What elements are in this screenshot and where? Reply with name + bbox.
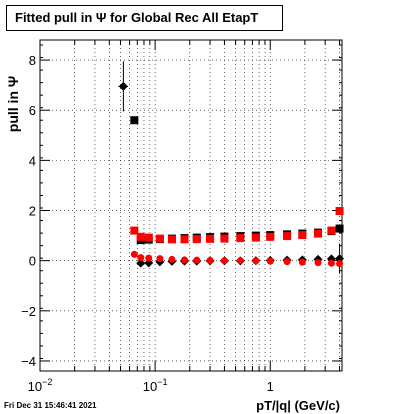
data-point (155, 234, 164, 243)
data-point (130, 116, 139, 125)
y-axis-label: pull in Ψ (5, 76, 21, 132)
timestamp: Fri Dec 31 15:46:41 2021 (4, 401, 97, 410)
data-point (168, 255, 176, 263)
y-tick-label: 0 (29, 254, 36, 269)
data-point (236, 234, 245, 243)
data-point (193, 256, 201, 264)
data-point (136, 258, 146, 268)
x-tick-label: 1 (267, 379, 274, 394)
x-axis-label: pT/|q| (GeV/c) (256, 398, 340, 413)
data-point (206, 234, 215, 243)
y-tick-label: −4 (21, 354, 36, 369)
plot-frame (39, 39, 343, 372)
data-point (181, 256, 189, 264)
data-point (251, 233, 260, 242)
data-point (252, 257, 260, 265)
data-point (335, 207, 344, 216)
data-point (236, 257, 244, 265)
data-points (118, 61, 345, 274)
data-point (130, 226, 139, 235)
y-tick-label: 2 (29, 204, 36, 219)
data-point (156, 255, 164, 263)
data-point (192, 235, 201, 244)
data-point (298, 231, 307, 240)
tick-labels: −4 −2 0 2 4 6 8 10−2 10−1 1 (21, 53, 274, 394)
data-point (180, 235, 189, 244)
data-point (136, 232, 145, 241)
data-point (167, 235, 176, 244)
data-point (130, 250, 138, 258)
data-point (314, 259, 322, 267)
x-tick-label: 10−2 (28, 377, 53, 394)
y-tick-label: 4 (29, 153, 36, 168)
data-point (266, 257, 274, 265)
y-tick-label: 8 (29, 53, 36, 68)
data-point (266, 232, 275, 241)
data-point (145, 254, 153, 262)
chart-title: Fitted pull in Ψ for Global Rec All Etap… (6, 5, 283, 31)
data-point (206, 256, 214, 264)
data-point (335, 254, 345, 264)
data-point (283, 258, 291, 266)
data-point (298, 258, 306, 266)
data-point (118, 81, 128, 91)
data-point (327, 226, 336, 235)
data-point (137, 254, 145, 262)
y-tick-label: −2 (21, 304, 36, 319)
data-point (314, 229, 323, 238)
axis-ticks (39, 40, 342, 372)
y-tick-label: 6 (29, 103, 36, 118)
data-point (335, 224, 344, 233)
data-point (220, 234, 229, 243)
x-tick-label: 10−1 (143, 377, 168, 394)
data-point (336, 260, 344, 268)
data-point (220, 257, 228, 265)
data-point (144, 233, 153, 242)
data-point (283, 232, 292, 241)
data-point (327, 259, 335, 267)
